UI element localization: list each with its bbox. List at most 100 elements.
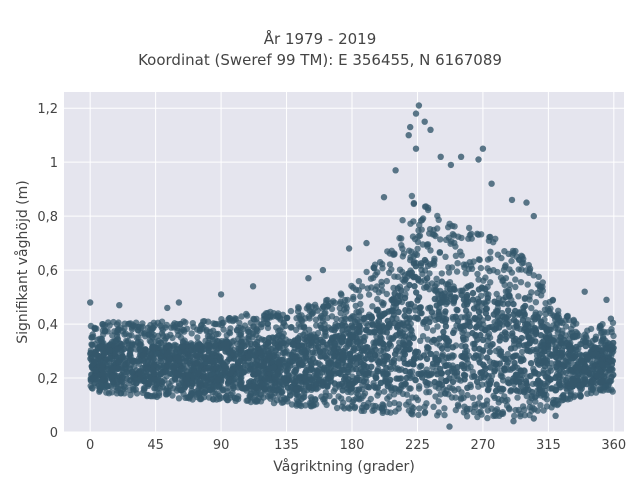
- scatter-point: [293, 366, 300, 373]
- scatter-point-outlier: [427, 126, 434, 133]
- scatter-point: [451, 369, 458, 376]
- scatter-point: [517, 367, 524, 374]
- scatter-point: [524, 327, 531, 335]
- scatter-point: [430, 403, 437, 410]
- scatter-point: [474, 270, 481, 278]
- scatter-point-outlier: [530, 415, 537, 422]
- scatter-point: [233, 326, 241, 334]
- scatter-point: [416, 405, 423, 412]
- scatter-point: [314, 307, 321, 314]
- scatter-point: [502, 355, 509, 363]
- scatter-point: [502, 336, 509, 343]
- scatter-point: [247, 340, 255, 347]
- scatter-point: [313, 380, 320, 388]
- scatter-point: [562, 395, 569, 402]
- scatter-point: [215, 383, 223, 390]
- scatter-point: [421, 409, 428, 417]
- scatter-point: [352, 302, 359, 310]
- scatter-point: [517, 382, 525, 389]
- scatter-point: [501, 281, 508, 289]
- scatter-point: [552, 374, 559, 382]
- scatter-point: [541, 306, 549, 313]
- scatter-point: [136, 375, 144, 382]
- scatter-point: [527, 372, 534, 380]
- scatter-point: [350, 295, 357, 303]
- scatter-point: [518, 260, 526, 267]
- scatter-point: [188, 343, 195, 350]
- x-tick-label: 225: [405, 438, 430, 453]
- scatter-point: [109, 365, 117, 373]
- scatter-point: [507, 387, 515, 394]
- scatter-point: [211, 342, 218, 350]
- scatter-point: [515, 266, 522, 273]
- scatter-point: [581, 366, 588, 374]
- scatter-point-outlier: [421, 118, 428, 125]
- scatter-point: [345, 396, 352, 403]
- scatter-point: [423, 275, 431, 282]
- scatter-point: [492, 361, 499, 368]
- scatter-point: [437, 391, 444, 398]
- scatter-point: [410, 260, 417, 267]
- scatter-point: [374, 392, 381, 399]
- scatter-point: [521, 412, 529, 419]
- scatter-point: [322, 328, 329, 336]
- scatter-point: [180, 348, 188, 355]
- scatter-point: [493, 290, 500, 298]
- scatter-point: [225, 375, 232, 383]
- scatter-point: [555, 314, 563, 321]
- scatter-point: [344, 404, 352, 411]
- scatter-point: [360, 347, 368, 354]
- scatter-point: [342, 322, 349, 329]
- scatter-point: [198, 348, 205, 355]
- scatter-point: [546, 350, 553, 357]
- scatter-point: [362, 355, 370, 362]
- scatter-point: [484, 256, 492, 263]
- scatter-point: [512, 307, 519, 315]
- scatter-point: [473, 378, 481, 385]
- scatter-point: [380, 370, 387, 377]
- scatter-point: [194, 354, 201, 361]
- scatter-point: [172, 376, 179, 383]
- scatter-point: [483, 354, 491, 361]
- scatter-point: [388, 307, 396, 314]
- scatter-point: [356, 354, 363, 361]
- scatter-point: [442, 295, 449, 302]
- scatter-point: [470, 354, 478, 361]
- scatter-point: [342, 302, 350, 309]
- scatter-point: [446, 384, 453, 391]
- scatter-point: [429, 327, 437, 334]
- x-axis-label: Vågriktning (grader): [273, 458, 415, 475]
- scatter-point: [494, 313, 501, 321]
- scatter-point: [251, 361, 259, 368]
- scatter-point: [317, 353, 324, 360]
- scatter-point: [417, 304, 424, 311]
- scatter-point: [476, 394, 483, 401]
- scatter-point: [588, 363, 596, 370]
- scatter-point: [542, 300, 549, 307]
- scatter-point: [305, 303, 312, 310]
- scatter-point: [521, 294, 529, 302]
- scatter-point: [325, 369, 332, 376]
- scatter-point: [293, 377, 300, 385]
- scatter-point: [205, 364, 212, 371]
- scatter-point: [179, 343, 187, 350]
- scatter-point: [552, 396, 560, 404]
- scatter-point: [411, 314, 419, 321]
- scatter-point: [464, 360, 472, 367]
- scatter-point: [533, 357, 541, 364]
- scatter-point: [521, 302, 529, 310]
- scatter-point: [475, 383, 482, 390]
- scatter-point: [141, 347, 149, 354]
- scatter-point: [400, 250, 408, 257]
- scatter-point: [496, 324, 503, 331]
- scatter-point: [426, 304, 434, 311]
- scatter-point: [492, 407, 499, 415]
- scatter-point: [345, 376, 352, 383]
- scatter-point: [391, 250, 398, 257]
- scatter-point: [93, 351, 100, 358]
- scatter-point: [467, 230, 475, 237]
- scatter-point: [418, 362, 425, 369]
- scatter-point: [348, 385, 355, 392]
- scatter-point: [295, 336, 302, 344]
- scatter-point: [288, 323, 295, 331]
